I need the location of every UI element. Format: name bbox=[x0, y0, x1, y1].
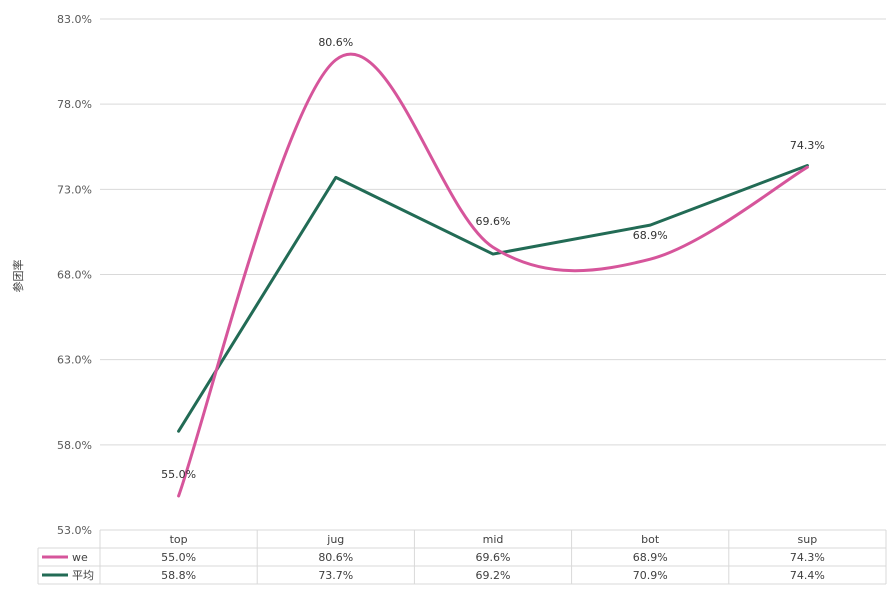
table-cell: 80.6% bbox=[318, 551, 353, 564]
data-label: 69.6% bbox=[476, 215, 511, 228]
y-tick-label: 68.0% bbox=[57, 269, 92, 282]
y-tick-label: 63.0% bbox=[57, 354, 92, 367]
table-cell: 55.0% bbox=[161, 551, 196, 564]
data-label: 80.6% bbox=[318, 36, 353, 49]
series bbox=[177, 52, 809, 498]
data-label: 74.3% bbox=[790, 139, 825, 152]
series-line-we bbox=[177, 52, 809, 498]
gridlines bbox=[100, 18, 886, 531]
data-label: 55.0% bbox=[161, 468, 196, 481]
table-cell: 70.9% bbox=[633, 569, 668, 582]
x-tick-label: mid bbox=[483, 533, 504, 546]
legend-label: we bbox=[72, 551, 88, 564]
y-axis-label: 参团率 bbox=[11, 260, 25, 293]
table-cell: 73.7% bbox=[318, 569, 353, 582]
data-table: top jug mid bot sup we 55.0% 80.6% 69.6% 68.9% 74.… bbox=[37, 529, 887, 585]
y-tick-label: 83.0% bbox=[57, 13, 92, 26]
x-tick-label: sup bbox=[798, 533, 818, 546]
legend-label: 平均 bbox=[72, 569, 94, 582]
y-axis-ticks: 53.0% 58.0% 63.0% 68.0% 73.0% 78.0% 83.0% bbox=[57, 13, 92, 537]
table-cell: 69.6% bbox=[476, 551, 511, 564]
y-tick-label: 78.0% bbox=[57, 98, 92, 111]
x-tick-label: bot bbox=[641, 533, 660, 546]
y-tick-label: 58.0% bbox=[57, 439, 92, 452]
x-tick-label: top bbox=[170, 533, 188, 546]
table-cell: 69.2% bbox=[476, 569, 511, 582]
table-cell: 68.9% bbox=[633, 551, 668, 564]
table-cell: 74.3% bbox=[790, 551, 825, 564]
series-line-average bbox=[177, 163, 809, 433]
data-labels: 55.0% 80.6% 69.6% 68.9% 74.3% bbox=[161, 36, 825, 481]
table-cell: 58.8% bbox=[161, 569, 196, 582]
y-tick-label: 53.0% bbox=[57, 524, 92, 537]
data-label: 68.9% bbox=[633, 229, 668, 242]
x-tick-label: jug bbox=[326, 533, 344, 546]
table-cell: 74.4% bbox=[790, 569, 825, 582]
y-tick-label: 73.0% bbox=[57, 183, 92, 196]
